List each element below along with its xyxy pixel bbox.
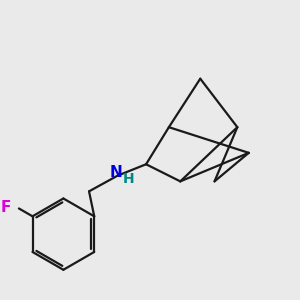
Text: H: H bbox=[123, 172, 134, 185]
Text: F: F bbox=[1, 200, 11, 214]
Text: N: N bbox=[110, 165, 122, 180]
